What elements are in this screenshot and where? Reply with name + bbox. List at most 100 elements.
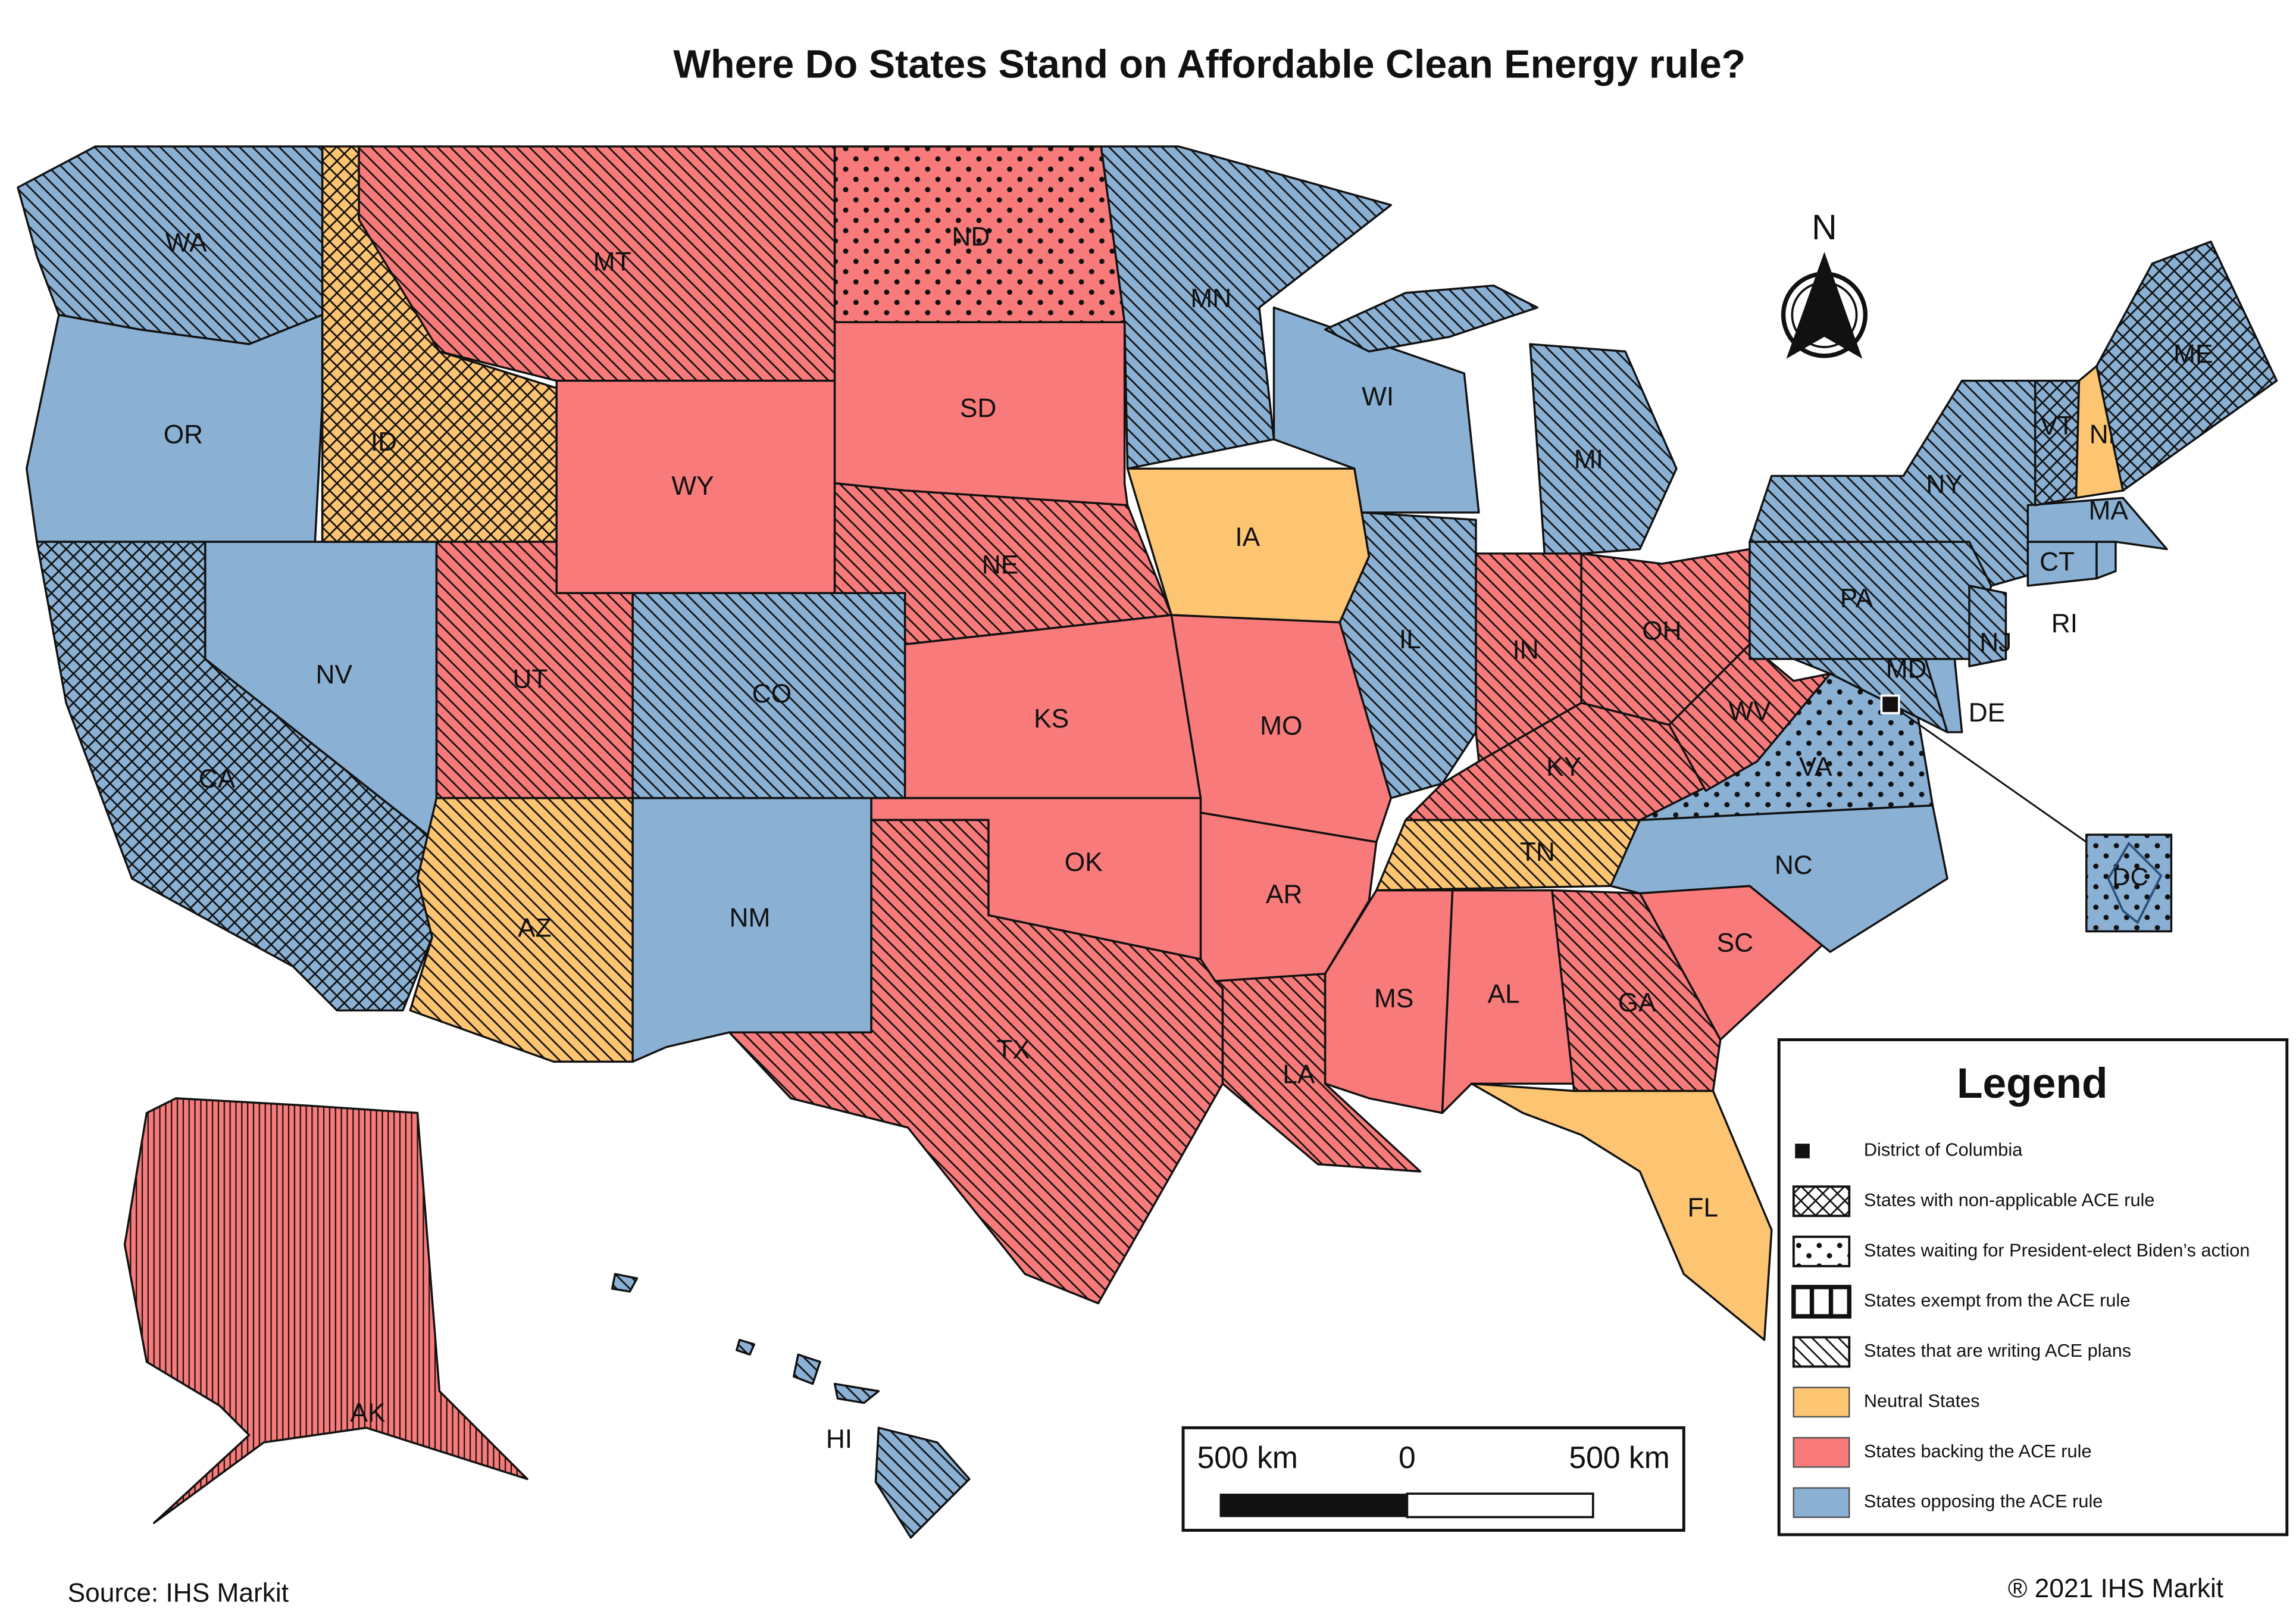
dc-label: DC xyxy=(2112,863,2148,891)
state-pattern xyxy=(359,146,835,381)
state-pattern xyxy=(736,1339,755,1355)
state-pattern xyxy=(1530,344,1677,557)
state xyxy=(833,482,1173,646)
state xyxy=(2034,379,2081,507)
state-pattern xyxy=(36,542,437,1011)
state xyxy=(1580,548,1751,726)
state-label: ND xyxy=(952,223,990,252)
state-pattern xyxy=(612,1274,637,1292)
state-label: NV xyxy=(316,660,353,689)
state-label: IN xyxy=(1513,635,1539,664)
state xyxy=(1475,552,1582,763)
north-label: N xyxy=(1812,208,1837,247)
legend: Legend District of Columbia States with n… xyxy=(1777,1038,2289,1536)
states: WA OR CA NV ID MT WY UT AZ CO NM ND SD NE KS OK TX MN IA MO… xyxy=(17,145,2278,1539)
state-label: NE xyxy=(982,551,1019,580)
dc-outline xyxy=(2107,841,2163,925)
state-label: DE xyxy=(1969,698,2006,727)
state-label: NJ xyxy=(1979,628,2012,657)
legend-label: States exempt from the ACE rule xyxy=(1864,1290,2131,1311)
scale-label: 500 km xyxy=(1197,1440,1298,1475)
state-pattern xyxy=(834,1383,879,1403)
legend-marker xyxy=(1795,1144,1810,1158)
state-label: SC xyxy=(1717,928,1754,957)
state xyxy=(1748,541,1992,660)
state xyxy=(1968,585,2007,667)
legend-swatch xyxy=(1793,1436,1850,1468)
state-label: WV xyxy=(1728,697,1771,726)
state-label: VA xyxy=(1799,752,1832,782)
state-label: CA xyxy=(199,764,236,794)
legend-swatch xyxy=(1793,1386,1850,1418)
source: Source: IHS Markit xyxy=(68,1578,289,1607)
state-label: MA xyxy=(2088,496,2128,526)
state xyxy=(1748,379,2044,587)
state-label: HI xyxy=(826,1425,852,1454)
state-pattern xyxy=(834,483,1172,645)
state-label: MT xyxy=(593,247,631,276)
state-shape xyxy=(2095,541,2117,580)
state-shape xyxy=(2026,496,2168,551)
state-pattern xyxy=(1215,973,1421,1172)
dc-inset xyxy=(2085,833,2173,933)
state xyxy=(611,1273,971,1539)
state-pattern xyxy=(1325,285,1538,352)
state-shape xyxy=(1470,1082,1773,1341)
legend-label: States with non-applicable ACE rule xyxy=(1864,1189,2155,1210)
state-label: KY xyxy=(1546,752,1581,782)
state-label: AK xyxy=(350,1398,386,1428)
state-label: IL xyxy=(1399,625,1421,654)
state-label: MS xyxy=(1374,984,1413,1013)
state-pattern xyxy=(1101,146,1391,469)
state-label: NM xyxy=(729,903,770,932)
state-pattern xyxy=(124,1098,528,1523)
state-label: MI xyxy=(1574,445,1603,474)
state-label: MN xyxy=(1190,284,1231,313)
state-label: CT xyxy=(2040,548,2075,577)
state-label: MO xyxy=(1260,711,1302,741)
state xyxy=(435,541,634,799)
state-label: LA xyxy=(1282,1060,1315,1089)
state-pattern xyxy=(2086,835,2172,932)
legend-hatch xyxy=(1792,1336,1851,1368)
state-pattern xyxy=(1750,542,1991,659)
scale-label: 0 xyxy=(1399,1440,1416,1475)
state xyxy=(1551,889,1722,1092)
state-pattern xyxy=(322,146,557,542)
state-label: AR xyxy=(1266,880,1303,909)
state-label: GA xyxy=(1618,988,1656,1017)
north-arrow: N xyxy=(1781,208,1868,359)
state-pattern xyxy=(1405,702,1706,820)
legend-swatch xyxy=(1791,1285,1851,1319)
state-pattern xyxy=(1969,585,2006,667)
state-pattern xyxy=(436,542,633,798)
state xyxy=(17,145,324,345)
scale-bar: 500 km 0 500 km xyxy=(1181,1426,1685,1532)
state xyxy=(2095,241,2278,492)
state xyxy=(631,592,906,799)
state-label: OH xyxy=(1642,616,1681,645)
state-label: WA xyxy=(165,228,207,257)
state-label: UT xyxy=(512,665,548,694)
state-label: WY xyxy=(671,471,714,501)
state-label: NC xyxy=(1775,851,1813,880)
state-pattern xyxy=(793,1354,820,1384)
legend-label: Neutral States xyxy=(1864,1390,1980,1411)
dc-leader xyxy=(1890,703,2087,843)
state-label: OK xyxy=(1065,848,1103,877)
state xyxy=(1338,511,1477,799)
copyright: ® 2021 IHS Markit xyxy=(2008,1574,2223,1603)
state-pattern xyxy=(1340,512,1477,798)
state-pattern xyxy=(633,593,905,798)
legend-hatch xyxy=(1792,1235,1851,1267)
state-label: ID xyxy=(371,427,397,457)
state-pattern xyxy=(1750,380,2042,586)
state-pattern xyxy=(1581,549,1750,725)
state-pattern xyxy=(1476,553,1582,762)
legend-swatch xyxy=(1793,1487,1850,1518)
state-label: RI xyxy=(2051,609,2078,638)
state xyxy=(1324,284,1678,558)
legend-label: States waiting for President-elect Biden… xyxy=(1864,1239,2250,1260)
